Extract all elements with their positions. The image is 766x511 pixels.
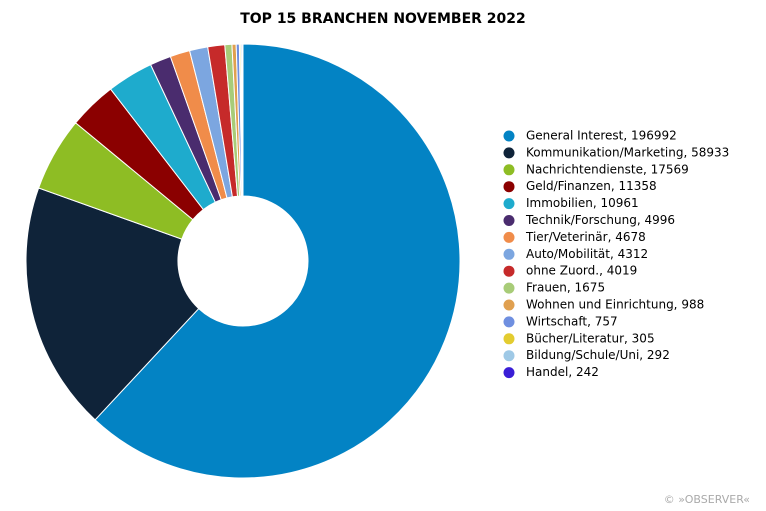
legend-label: Bücher/Literatur, 305 bbox=[526, 331, 655, 345]
legend-marker bbox=[503, 215, 515, 226]
legend-label: Handel, 242 bbox=[526, 365, 599, 379]
legend-label: Geld/Finanzen, 11358 bbox=[526, 179, 657, 193]
legend-marker bbox=[503, 316, 515, 328]
legend-marker bbox=[503, 147, 515, 159]
legend-marker bbox=[503, 130, 515, 142]
credit: © »OBSERVER« bbox=[664, 493, 750, 506]
legend-label: Wirtschaft, 757 bbox=[526, 314, 618, 328]
legend-marker bbox=[503, 350, 515, 362]
legend-label: General Interest, 196992 bbox=[526, 129, 677, 143]
legend-label: Immobilien, 10961 bbox=[526, 196, 639, 210]
legend-label: Frauen, 1675 bbox=[526, 281, 605, 295]
legend-marker bbox=[503, 282, 515, 294]
legend-marker bbox=[503, 299, 515, 311]
legend-label: Tier/Veterinär, 4678 bbox=[525, 230, 646, 244]
legend-marker bbox=[503, 181, 515, 193]
legend-label: Kommunikation/Marketing, 58933 bbox=[526, 145, 729, 159]
legend-label: Bildung/Schule/Uni, 292 bbox=[526, 348, 670, 362]
wedge bbox=[241, 43, 244, 197]
legend-label: Auto/Mobilität, 4312 bbox=[526, 247, 648, 261]
legend-marker bbox=[503, 333, 515, 345]
chart-title: TOP 15 BRANCHEN NOVEMBER 2022 bbox=[240, 11, 526, 27]
legend-marker bbox=[503, 164, 515, 176]
legend-marker bbox=[503, 231, 515, 243]
legend-label: Nachrichtendienste, 17569 bbox=[526, 162, 689, 176]
wedge bbox=[25, 187, 200, 421]
legend-label: Wohnen und Einrichtung, 988 bbox=[526, 298, 704, 312]
wedge bbox=[94, 43, 461, 479]
legend-label: ohne Zuord., 4019 bbox=[526, 264, 637, 278]
legend-marker bbox=[503, 265, 515, 277]
legend-marker bbox=[503, 367, 515, 379]
legend-marker bbox=[503, 248, 515, 260]
legend-marker bbox=[503, 198, 515, 210]
legend-label: Technik/Forschung, 4996 bbox=[525, 213, 675, 227]
